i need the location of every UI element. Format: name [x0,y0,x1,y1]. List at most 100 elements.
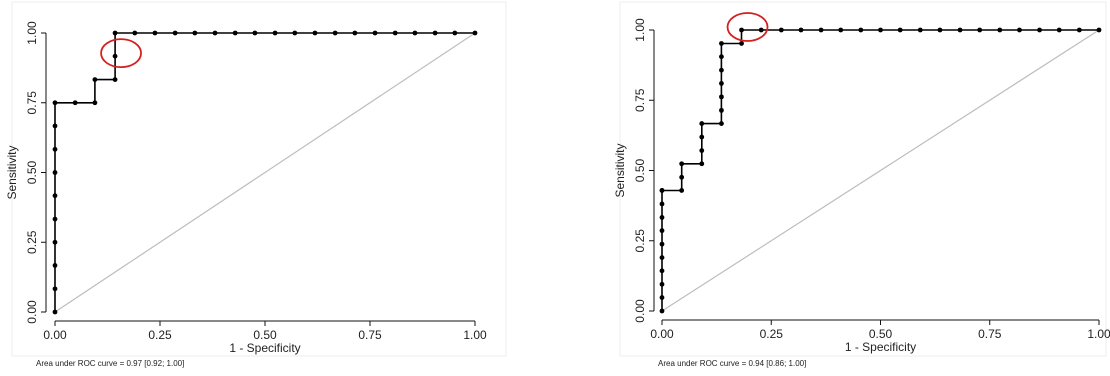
roc-point [212,30,218,36]
roc-point [452,30,458,36]
roc-point [52,100,58,106]
roc-point [679,174,685,180]
roc-point [719,54,724,60]
roc-point [252,30,258,36]
x-tick-label: 0.75 [978,327,1002,341]
roc-point [92,100,98,106]
roc-point [739,41,744,46]
roc-point [52,286,58,292]
roc-chart-left: 0.00 0.25 0.50 0.75 1.00 0.00 0.25 0.50 0.75 1.00… [0,0,510,376]
x-tick-label: 0.50 [869,327,893,341]
roc-point [659,188,665,193]
y-tick-label: 0.75 [633,88,647,112]
y-tick-label: 1.00 [633,18,647,42]
roc-point [332,30,338,36]
roc-point [52,193,58,199]
roc-point [272,30,278,36]
roc-point [858,27,864,33]
y-axis-title: Sensitivity [613,143,627,197]
roc-point [52,263,58,268]
roc-point [52,309,58,315]
roc-point [679,188,685,193]
roc-point [878,27,883,33]
roc-point [719,67,724,73]
auc-note-right: Area under ROC curve = 0.94 [0.86; 1.00] [658,359,807,368]
x-tick-label: 0.25 [760,327,784,341]
roc-chart-right-svg: 0.00 0.25 0.50 0.75 1.00 0.00 0.25 0.50 0.75 1.00… [613,1,1110,357]
roc-point [659,215,665,220]
roc-curve-line [54,32,475,312]
roc-point [392,30,398,36]
y-tick-label: 0.25 [25,230,39,254]
y-tick-label: 0.50 [633,158,647,182]
roc-point [818,27,824,33]
reference-diagonal-line [54,32,476,313]
roc-point [52,170,58,175]
y-tick-label: 0.50 [25,160,39,184]
roc-point [1037,27,1042,33]
roc-chart-left-svg: 0.00 0.25 0.50 0.75 1.00 0.00 0.25 0.50 0.75 1.00… [5,1,507,357]
roc-point [112,30,118,36]
roc-point [997,27,1003,33]
chart-frame [619,1,1107,357]
x-tick-label: 0.50 [253,328,277,342]
roc-point [758,27,764,33]
roc-point [292,30,298,36]
roc-point [372,30,378,36]
roc-point [719,121,724,126]
x-tick-label: 0.75 [358,328,382,342]
roc-point [977,27,983,33]
roc-point [659,281,665,287]
roc-point [719,107,724,113]
roc-point [52,216,58,222]
roc-point [659,228,665,234]
roc-point [957,27,963,33]
roc-point [52,123,58,129]
roc-point [659,201,665,207]
roc-point [1017,27,1022,33]
roc-point [719,94,724,100]
y-tick-label: 1.00 [25,21,39,45]
roc-point [897,27,903,33]
highlight-circle [100,38,142,69]
roc-point [1076,27,1082,33]
roc-point [659,255,665,261]
roc-point [699,161,705,167]
y-axis-title: Sensitivity [5,145,19,199]
x-tick-label: 0.00 [650,327,674,341]
roc-point [72,100,78,106]
roc-point [312,30,318,36]
chart-frame [11,1,507,357]
roc-point [112,53,118,59]
roc-point [719,41,724,46]
roc-point [838,27,844,33]
roc-point [132,30,138,36]
y-tick-label: 0.00 [25,300,39,324]
roc-point [112,77,118,82]
roc-point [659,308,665,314]
roc-point [52,239,58,245]
roc-point [92,77,98,82]
roc-point [659,241,665,247]
highlight-circle [726,12,769,42]
roc-point [937,27,943,33]
auc-note-left: Area under ROC curve = 0.97 [0.92; 1.00] [36,359,185,368]
x-axis-title: 1 - Specificity [229,341,300,355]
roc-point [699,121,705,126]
x-tick-label: 0.25 [148,328,172,342]
x-tick-label: 1.00 [1087,327,1110,341]
y-tick-label: 0.25 [633,229,647,253]
roc-point [798,27,804,33]
roc-point [659,268,665,274]
roc-point [352,30,358,36]
roc-point [659,295,665,300]
roc-point [432,30,438,36]
x-tick-label: 0.00 [43,328,67,342]
roc-point [192,30,198,36]
roc-chart-right: 0.00 0.25 0.50 0.75 1.00 0.00 0.25 0.50 0.75 1.00… [600,0,1110,376]
roc-point [719,80,724,86]
roc-point [917,27,923,33]
roc-point [472,30,478,36]
roc-point [152,30,158,36]
roc-point [172,30,178,36]
